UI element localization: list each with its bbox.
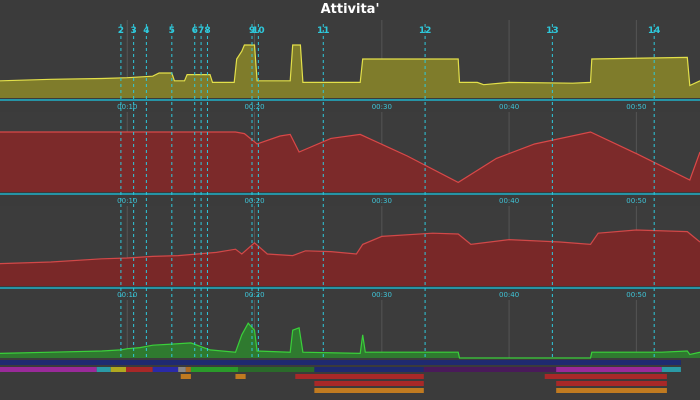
- series2-area: [0, 132, 700, 192]
- series3-line: [0, 229, 700, 265]
- time-tick-label: 00:10: [117, 197, 137, 205]
- timeline-bar: [96, 367, 111, 372]
- series3-area: [0, 230, 700, 286]
- series2-line: [0, 131, 700, 184]
- timeline-bar: [544, 374, 667, 379]
- speed-line: [0, 44, 700, 87]
- time-tick-label: 00:30: [372, 103, 392, 111]
- timeline-bar: [556, 367, 662, 372]
- time-tick-label: 00:50: [626, 291, 646, 299]
- marker-label-6: 6: [192, 26, 198, 36]
- time-tick-label: 00:10: [117, 103, 137, 111]
- marker-label-9: 9: [249, 26, 255, 36]
- timeline-bar: [314, 388, 424, 393]
- timeline-bar: [0, 367, 97, 372]
- marker-label-3: 3: [131, 26, 137, 36]
- marker-label-4: 4: [143, 26, 149, 36]
- time-tick-label: 00:40: [499, 197, 519, 205]
- timeline-bar: [180, 374, 191, 379]
- marker-label-13: 13: [546, 26, 559, 36]
- timeline-bar: [0, 360, 681, 365]
- timeline-bar: [152, 367, 179, 372]
- timeline-bar: [295, 374, 424, 379]
- time-tick-label: 00:20: [244, 291, 264, 299]
- panel-4-background: [0, 300, 700, 358]
- timeline-bar: [185, 367, 191, 372]
- timeline-bar: [235, 374, 246, 379]
- window-title: Attivita': [320, 2, 380, 17]
- timeline-bar: [556, 388, 667, 393]
- time-tick-label: 00:10: [117, 291, 137, 299]
- time-tick-label: 00:40: [499, 291, 519, 299]
- marker-label-2: 2: [118, 26, 124, 36]
- timeline-bar: [556, 381, 667, 386]
- marker-label-8: 8: [204, 26, 210, 36]
- speed-area: [0, 45, 700, 98]
- timeline-bar: [314, 367, 424, 372]
- marker-label-5: 5: [169, 26, 175, 36]
- time-tick-label: 00:30: [372, 197, 392, 205]
- timeline-bar: [190, 367, 238, 372]
- timeline-bar: [178, 367, 186, 372]
- marker-label-12: 12: [419, 26, 432, 36]
- timeline-bar: [110, 367, 126, 372]
- time-tick-label: 00:30: [372, 291, 392, 299]
- series4-line: [0, 322, 700, 359]
- time-tick-label: 00:20: [244, 197, 264, 205]
- timeline-bar: [314, 381, 424, 386]
- timeline-bar: [126, 367, 153, 372]
- marker-label-11: 11: [317, 26, 330, 36]
- time-tick-label: 00:50: [626, 103, 646, 111]
- marker-label-7: 7: [198, 26, 204, 36]
- time-tick-label: 00:20: [244, 103, 264, 111]
- timeline-bar: [423, 367, 543, 372]
- marker-label-14: 14: [648, 26, 661, 36]
- timeline-bar: [661, 367, 681, 372]
- time-tick-label: 00:50: [626, 197, 646, 205]
- marker-label-10: 10: [252, 26, 265, 36]
- timeline-bar: [542, 367, 557, 372]
- timeline-bar: [238, 367, 315, 372]
- time-tick-label: 00:40: [499, 103, 519, 111]
- series4-area: [0, 323, 700, 358]
